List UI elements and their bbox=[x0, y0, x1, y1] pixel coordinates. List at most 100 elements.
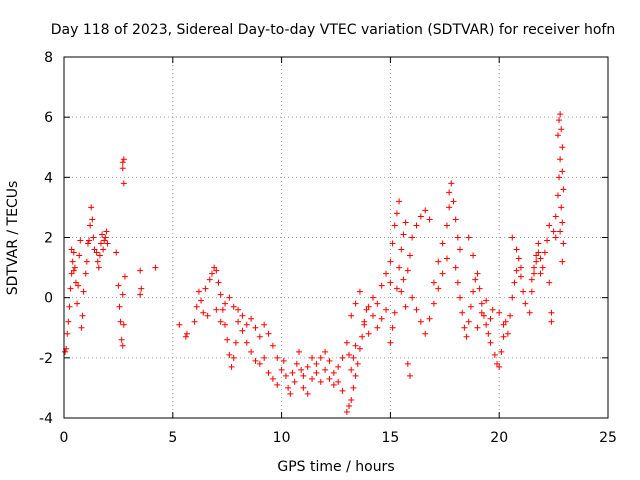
data-point bbox=[82, 270, 89, 277]
data-point bbox=[404, 267, 411, 274]
data-point bbox=[552, 234, 559, 241]
data-point bbox=[461, 324, 468, 331]
data-point bbox=[252, 357, 259, 364]
data-point bbox=[90, 234, 97, 241]
data-point bbox=[450, 198, 457, 205]
data-point bbox=[556, 174, 563, 181]
data-point bbox=[546, 222, 553, 229]
data-point bbox=[439, 270, 446, 277]
data-point bbox=[265, 330, 272, 337]
data-point bbox=[539, 264, 546, 271]
data-point bbox=[557, 228, 564, 235]
data-point bbox=[317, 378, 324, 385]
data-point bbox=[409, 294, 416, 301]
data-point bbox=[309, 354, 316, 361]
data-point bbox=[239, 312, 246, 319]
data-point bbox=[117, 318, 124, 325]
data-point bbox=[528, 276, 535, 283]
data-point bbox=[86, 237, 93, 244]
grid-lines bbox=[64, 57, 608, 418]
data-point bbox=[326, 375, 333, 382]
data-point bbox=[465, 234, 472, 241]
data-point bbox=[103, 228, 110, 235]
data-point bbox=[435, 258, 442, 265]
y-tick-label: 8 bbox=[44, 50, 53, 66]
data-point bbox=[531, 264, 538, 271]
data-point bbox=[88, 204, 95, 211]
data-point bbox=[550, 228, 557, 235]
data-point bbox=[531, 270, 538, 277]
data-point bbox=[330, 381, 337, 388]
data-point bbox=[226, 351, 233, 358]
data-point bbox=[478, 300, 485, 307]
data-point bbox=[387, 339, 394, 346]
data-point bbox=[300, 384, 307, 391]
data-point bbox=[560, 186, 567, 193]
data-point bbox=[352, 372, 359, 379]
y-tick-label: -4 bbox=[39, 411, 53, 427]
data-point bbox=[559, 219, 566, 226]
data-point bbox=[100, 246, 107, 253]
x-tick-label: 10 bbox=[273, 430, 291, 446]
data-point bbox=[304, 390, 311, 397]
data-point bbox=[350, 354, 357, 361]
data-point bbox=[346, 351, 353, 358]
data-point bbox=[472, 276, 479, 283]
data-point bbox=[369, 294, 376, 301]
data-point bbox=[69, 258, 76, 265]
data-point bbox=[230, 303, 237, 310]
data-point bbox=[398, 288, 405, 295]
y-axis-label: SDTVAR / TECUs bbox=[5, 181, 21, 296]
data-point bbox=[101, 237, 108, 244]
data-point bbox=[544, 237, 551, 244]
data-point bbox=[298, 366, 305, 373]
data-point bbox=[369, 312, 376, 319]
data-point bbox=[252, 324, 259, 331]
x-tick-label: 15 bbox=[381, 430, 399, 446]
data-point bbox=[115, 282, 122, 289]
data-point bbox=[352, 342, 359, 349]
data-point bbox=[537, 255, 544, 262]
data-point bbox=[426, 315, 433, 322]
data-point bbox=[559, 258, 566, 265]
data-point bbox=[363, 306, 370, 313]
data-point bbox=[406, 372, 413, 379]
data-point bbox=[383, 270, 390, 277]
data-point bbox=[248, 348, 255, 355]
data-point bbox=[75, 282, 82, 289]
data-point bbox=[78, 324, 85, 331]
data-point bbox=[66, 303, 73, 310]
data-point bbox=[502, 318, 509, 325]
data-point bbox=[500, 333, 507, 340]
data-point bbox=[97, 240, 104, 247]
data-point bbox=[87, 222, 94, 229]
data-point bbox=[339, 354, 346, 361]
data-point bbox=[443, 222, 450, 229]
data-point bbox=[448, 180, 455, 187]
data-point bbox=[232, 339, 239, 346]
y-tick-label: 6 bbox=[44, 110, 53, 126]
data-point bbox=[517, 264, 524, 271]
data-point bbox=[537, 270, 544, 277]
data-point bbox=[322, 366, 329, 373]
data-point bbox=[406, 252, 413, 259]
data-point bbox=[138, 285, 145, 292]
data-point bbox=[389, 240, 396, 247]
data-point bbox=[335, 363, 342, 370]
data-point bbox=[378, 282, 385, 289]
data-point bbox=[296, 348, 303, 355]
data-point bbox=[222, 300, 229, 307]
data-point bbox=[243, 321, 250, 328]
x-tick-label: 0 bbox=[60, 430, 69, 446]
data-point bbox=[309, 375, 316, 382]
chart-title: Day 118 of 2023, Sidereal Day-to-day VTE… bbox=[51, 22, 615, 38]
data-point bbox=[452, 264, 459, 271]
data-point bbox=[119, 165, 126, 172]
data-point bbox=[195, 288, 202, 295]
data-point bbox=[176, 321, 183, 328]
data-point bbox=[68, 270, 75, 277]
data-point bbox=[498, 348, 505, 355]
data-point bbox=[70, 249, 77, 256]
data-point bbox=[496, 363, 503, 370]
